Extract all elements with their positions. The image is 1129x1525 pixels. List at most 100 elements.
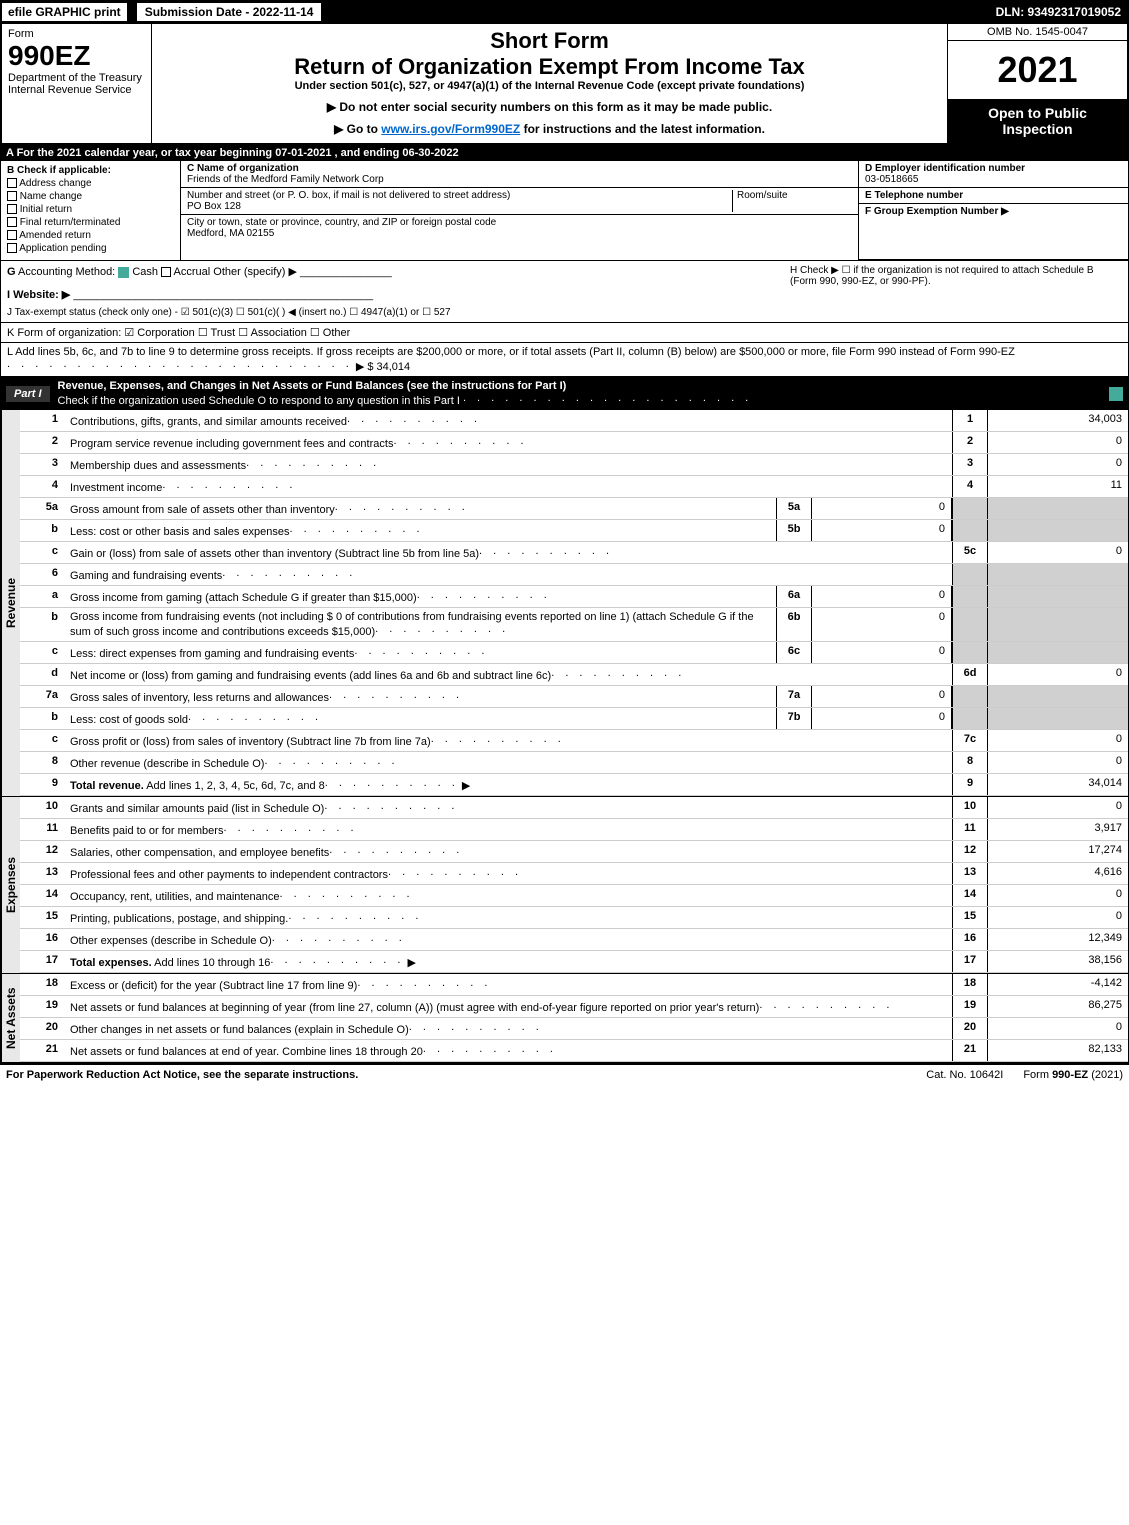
part1-checkbox[interactable] xyxy=(1109,387,1123,401)
line-number: 8 xyxy=(20,752,64,773)
sub-line-number: 7a xyxy=(776,686,812,707)
line-description: Gross sales of inventory, less returns a… xyxy=(64,686,776,707)
line-number: 6 xyxy=(20,564,64,585)
line-row: cGain or (loss) from sale of assets othe… xyxy=(20,542,1128,564)
part1-check-text: Check if the organization used Schedule … xyxy=(58,395,460,407)
line-description: Excess or (deficit) for the year (Subtra… xyxy=(64,974,952,995)
line-row: dNet income or (loss) from gaming and fu… xyxy=(20,664,1128,686)
sub-line-value: 0 xyxy=(812,608,952,641)
right-line-value: 0 xyxy=(988,454,1128,475)
line-row: 5aGross amount from sale of assets other… xyxy=(20,498,1128,520)
line-description: Program service revenue including govern… xyxy=(64,432,952,453)
form-word: Form xyxy=(8,28,145,40)
top-bar: efile GRAPHIC print Submission Date - 20… xyxy=(0,0,1129,24)
line-number: b xyxy=(20,708,64,729)
line-number: 18 xyxy=(20,974,64,995)
right-line-number: 7c xyxy=(952,730,988,751)
sub-line-number: 5b xyxy=(776,520,812,541)
sub-line-value: 0 xyxy=(812,520,952,541)
chk-address-change[interactable]: Address change xyxy=(7,178,174,189)
line-number: d xyxy=(20,664,64,685)
line-row: 10Grants and similar amounts paid (list … xyxy=(20,797,1128,819)
telephone-label: E Telephone number xyxy=(865,190,1122,201)
chk-initial-return[interactable]: Initial return xyxy=(7,204,174,215)
ein-value: 03-0518665 xyxy=(865,174,1122,185)
right-line-value xyxy=(988,564,1128,585)
subtitle: Under section 501(c), 527, or 4947(a)(1)… xyxy=(156,80,943,92)
header-right: OMB No. 1545-0047 2021 Open to Public In… xyxy=(947,24,1127,143)
notice-suffix: for instructions and the latest informat… xyxy=(520,122,765,136)
line-number: 17 xyxy=(20,951,64,972)
line-description: Less: cost of goods sold . . . . . . . .… xyxy=(64,708,776,729)
line-description: Other changes in net assets or fund bala… xyxy=(64,1018,952,1039)
line-number: 1 xyxy=(20,410,64,431)
line-number: 7a xyxy=(20,686,64,707)
line-description: Net assets or fund balances at end of ye… xyxy=(64,1040,952,1061)
line-row: 7aGross sales of inventory, less returns… xyxy=(20,686,1128,708)
line-row: cGross profit or (loss) from sales of in… xyxy=(20,730,1128,752)
right-line-value: 4,616 xyxy=(988,863,1128,884)
right-line-value xyxy=(988,642,1128,663)
right-line-value: 0 xyxy=(988,1018,1128,1039)
page-footer: For Paperwork Reduction Act Notice, see … xyxy=(0,1063,1129,1085)
expenses-table: Expenses 10Grants and similar amounts pa… xyxy=(0,797,1129,974)
sub-line-value: 0 xyxy=(812,498,952,519)
efile-print-label[interactable]: efile GRAPHIC print xyxy=(0,1,129,23)
website-notice: ▶ Go to www.irs.gov/Form990EZ for instru… xyxy=(156,122,943,136)
line-row: 16Other expenses (describe in Schedule O… xyxy=(20,929,1128,951)
line-description: Total revenue. Add lines 1, 2, 3, 4, 5c,… xyxy=(64,774,952,795)
line-number: c xyxy=(20,642,64,663)
right-line-number: 2 xyxy=(952,432,988,453)
line-row: 14Occupancy, rent, utilities, and mainte… xyxy=(20,885,1128,907)
paperwork-notice: For Paperwork Reduction Act Notice, see … xyxy=(6,1069,906,1081)
tax-exempt-status: J Tax-exempt status (check only one) - ☑… xyxy=(7,307,782,318)
sub-line-number: 5a xyxy=(776,498,812,519)
right-line-value: -4,142 xyxy=(988,974,1128,995)
right-line-value: 0 xyxy=(988,797,1128,818)
line-row: 20Other changes in net assets or fund ba… xyxy=(20,1018,1128,1040)
line-description: Contributions, gifts, grants, and simila… xyxy=(64,410,952,431)
chk-final-return[interactable]: Final return/terminated xyxy=(7,217,174,228)
chk-amended-return[interactable]: Amended return xyxy=(7,230,174,241)
right-line-value: 38,156 xyxy=(988,951,1128,972)
website-field: I Website: ▶ ___________________________… xyxy=(7,288,782,301)
dept-treasury: Department of the Treasury xyxy=(8,72,145,84)
right-line-number: 13 xyxy=(952,863,988,884)
chk-application-pending[interactable]: Application pending xyxy=(7,243,174,254)
right-line-value: 86,275 xyxy=(988,996,1128,1017)
line-row: 17Total expenses. Add lines 10 through 1… xyxy=(20,951,1128,973)
right-line-value: 34,014 xyxy=(988,774,1128,795)
line-description: Gross income from fundraising events (no… xyxy=(64,608,776,641)
line-row: 1Contributions, gifts, grants, and simil… xyxy=(20,410,1128,432)
line-number: 2 xyxy=(20,432,64,453)
revenue-table: Revenue 1Contributions, gifts, grants, a… xyxy=(0,410,1129,797)
line-number: 11 xyxy=(20,819,64,840)
form-header: Form 990EZ Department of the Treasury In… xyxy=(0,24,1129,145)
section-k: K Form of organization: ☑ Corporation ☐ … xyxy=(0,323,1129,343)
line-number: 4 xyxy=(20,476,64,497)
right-line-number: 16 xyxy=(952,929,988,950)
line-number: a xyxy=(20,586,64,607)
line-description: Other revenue (describe in Schedule O) .… xyxy=(64,752,952,773)
street-label: Number and street (or P. O. box, if mail… xyxy=(187,190,732,201)
chk-name-change[interactable]: Name change xyxy=(7,191,174,202)
line-row: 4Investment income . . . . . . . . . .41… xyxy=(20,476,1128,498)
line-row: 21Net assets or fund balances at end of … xyxy=(20,1040,1128,1062)
line-description: Total expenses. Add lines 10 through 16 … xyxy=(64,951,952,972)
right-line-number xyxy=(952,686,988,707)
right-line-number: 4 xyxy=(952,476,988,497)
org-name: Friends of the Medford Family Network Co… xyxy=(187,174,852,185)
line-number: 9 xyxy=(20,774,64,795)
line-description: Benefits paid to or for members . . . . … xyxy=(64,819,952,840)
irs-link[interactable]: www.irs.gov/Form990EZ xyxy=(381,122,520,136)
part1-header: Part I Revenue, Expenses, and Changes in… xyxy=(0,377,1129,410)
org-name-label: C Name of organization xyxy=(187,163,852,174)
notice-prefix: ▶ Go to xyxy=(334,122,381,136)
section-ghij: G Accounting Method: Cash Accrual Other … xyxy=(0,261,1129,323)
col-b-checkboxes: B Check if applicable: Address change Na… xyxy=(1,161,181,260)
sub-line-value: 0 xyxy=(812,586,952,607)
line-number: 12 xyxy=(20,841,64,862)
line-number: b xyxy=(20,520,64,541)
line-row: bGross income from fundraising events (n… xyxy=(20,608,1128,642)
col-c-org-info: C Name of organization Friends of the Me… xyxy=(181,161,858,260)
